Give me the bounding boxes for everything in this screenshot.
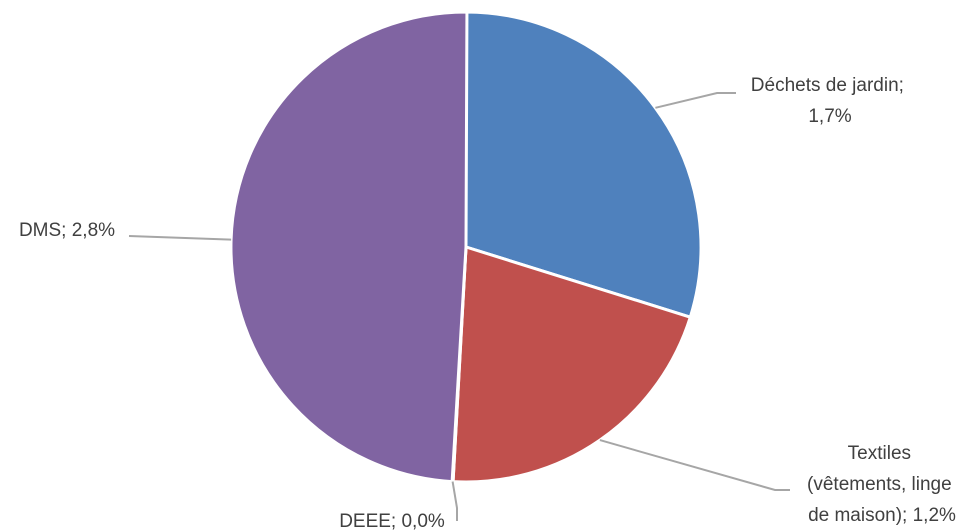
label-textiles-line-3: de maison); 1,2%: [808, 505, 956, 526]
slice-dechets-de-jardin: [464, 10, 703, 319]
label-textiles: Textiles (vêtements, linge de maison); 1…: [807, 443, 957, 526]
pie-slices: [229, 10, 703, 484]
slice-textiles: [451, 245, 692, 484]
leader-dms: [128, 235, 232, 241]
label-deee-line-1: DEEE; 0,0%: [339, 511, 445, 532]
label-deee: DEEE; 0,0%: [339, 511, 445, 532]
slice-dms: [229, 10, 469, 484]
label-dechets-line-1: Déchets de jardin;: [751, 75, 904, 96]
label-dechets-line-2: 1,7%: [808, 106, 851, 127]
label-textiles-line-2: (vêtements, linge: [807, 474, 952, 495]
label-dms: DMS; 2,8%: [19, 220, 115, 241]
leader-lines: [128, 92, 790, 521]
leader-deee: [451, 481, 458, 521]
leader-dechets-de-jardin: [655, 92, 736, 109]
leader-textiles: [599, 439, 790, 491]
label-dms-line-1: DMS; 2,8%: [19, 220, 115, 241]
label-textiles-line-1: Textiles: [848, 443, 911, 464]
label-dechets-de-jardin: Déchets de jardin; 1,7%: [751, 75, 909, 127]
